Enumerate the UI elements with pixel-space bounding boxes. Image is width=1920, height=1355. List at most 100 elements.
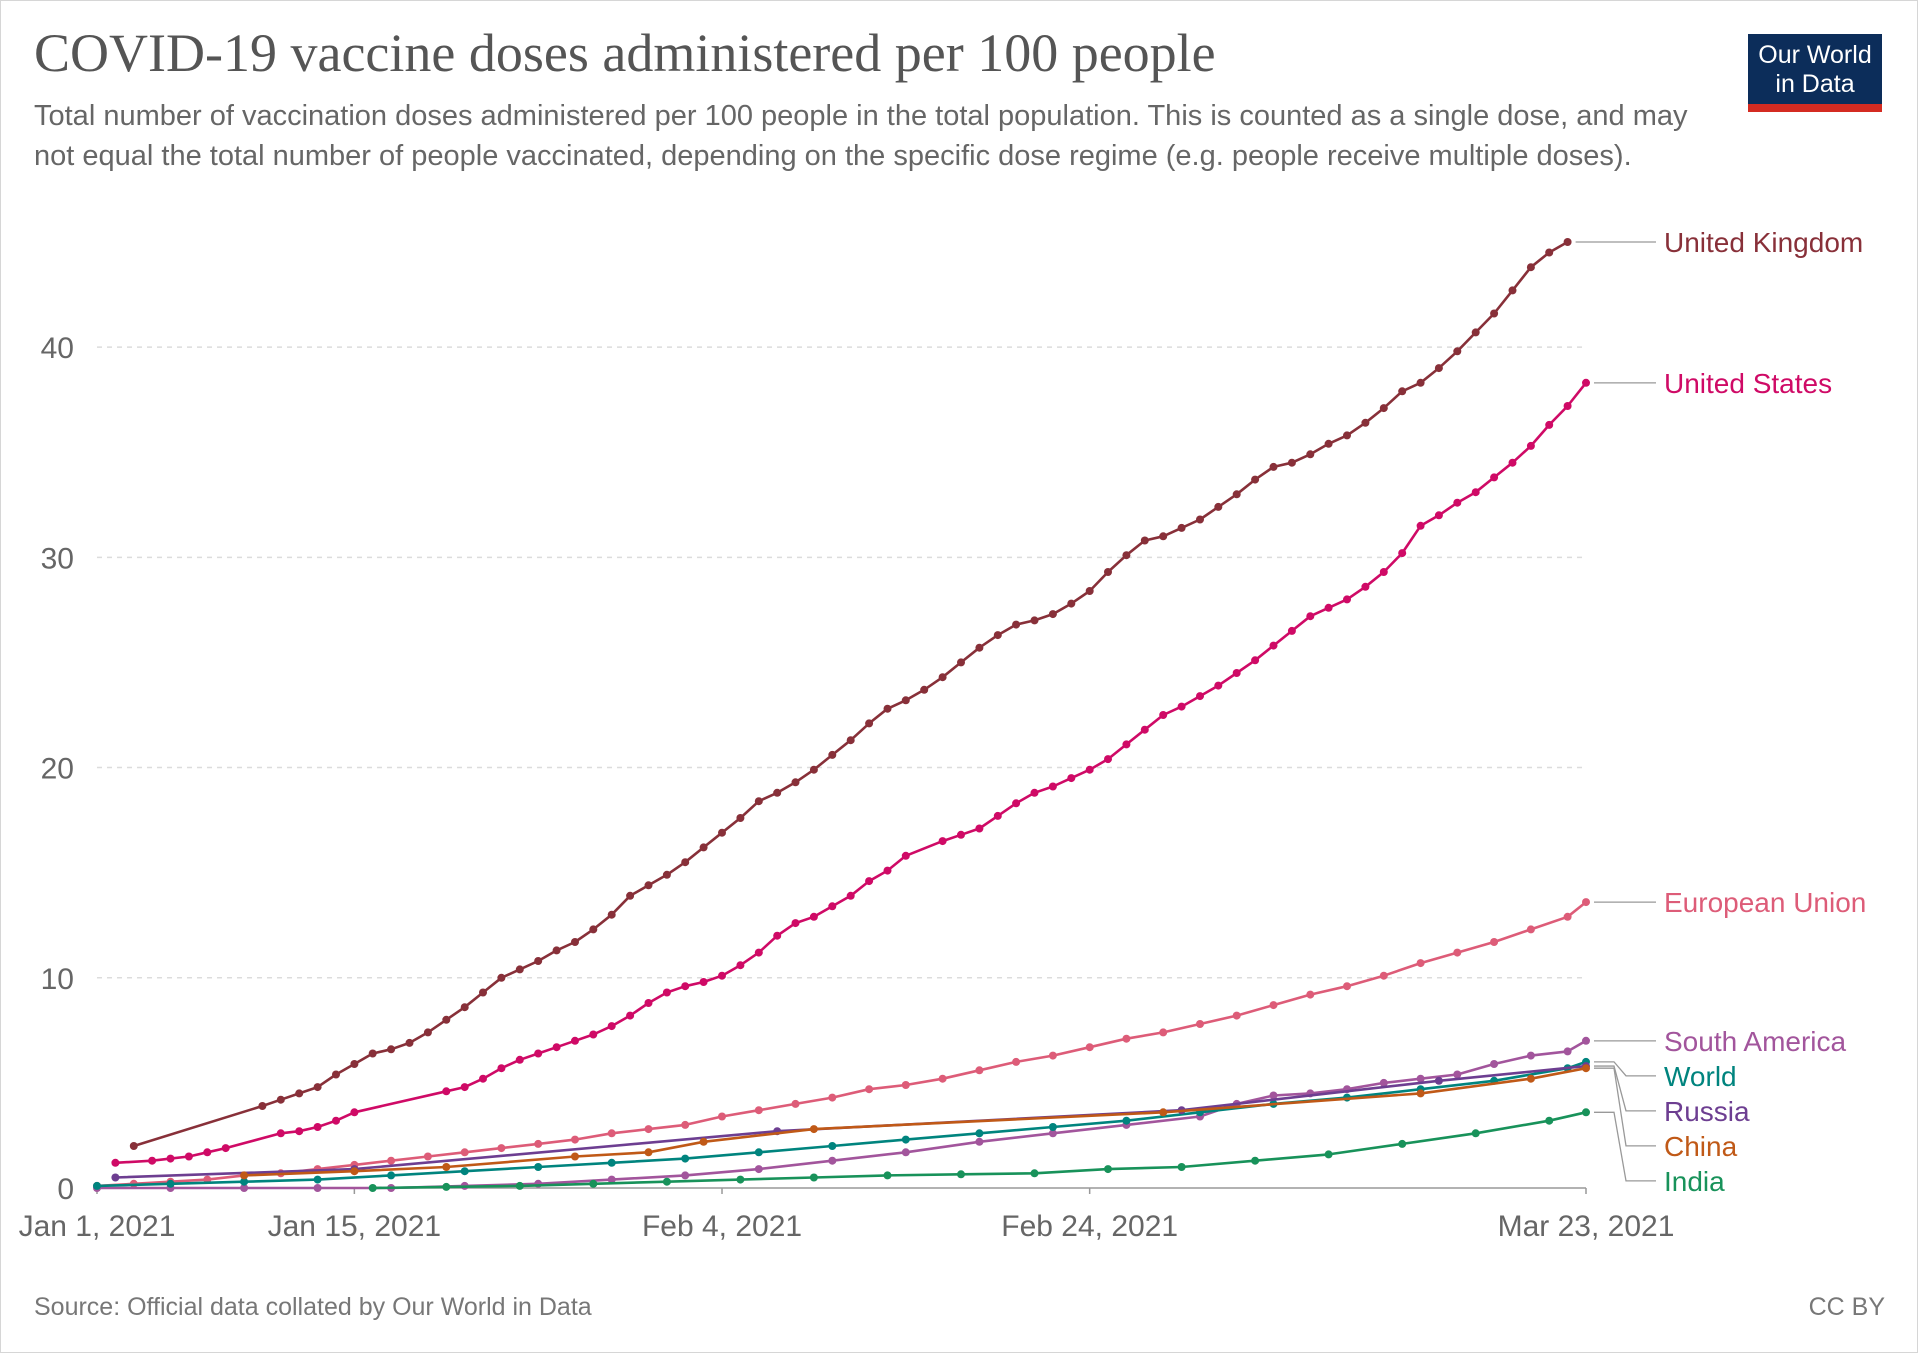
data-point	[240, 1177, 249, 1186]
data-point	[368, 1184, 377, 1192]
data-point	[754, 1148, 763, 1157]
data-point	[295, 1089, 304, 1098]
data-point	[681, 858, 690, 867]
series-label: United Kingdom	[1664, 227, 1863, 258]
data-point	[1490, 473, 1499, 482]
owid-logo[interactable]: Our World in Data	[1748, 34, 1882, 112]
data-point	[828, 902, 837, 911]
data-point	[1343, 595, 1351, 604]
data-point	[699, 1137, 708, 1146]
data-point	[442, 1087, 451, 1096]
data-point	[1048, 1123, 1057, 1131]
data-point	[1048, 1129, 1057, 1138]
data-point	[883, 866, 892, 875]
data-point	[938, 673, 947, 682]
data-point	[626, 1011, 635, 1020]
data-point	[1508, 458, 1517, 467]
data-point	[699, 843, 708, 852]
data-point	[607, 1022, 616, 1031]
data-point	[111, 1158, 120, 1167]
data-point	[1324, 603, 1333, 612]
data-point	[1177, 523, 1186, 532]
data-point	[1471, 488, 1480, 497]
data-point	[1012, 620, 1021, 629]
data-point	[1453, 1070, 1462, 1079]
data-point	[515, 965, 524, 974]
data-point	[718, 971, 726, 980]
data-point	[387, 1045, 396, 1054]
data-point	[1508, 286, 1517, 295]
data-point	[1490, 938, 1499, 946]
data-point	[1306, 990, 1315, 999]
data-point	[93, 1181, 101, 1190]
data-point	[497, 973, 506, 982]
data-point	[644, 1148, 653, 1157]
series-india	[368, 1108, 1590, 1192]
data-point	[1159, 1108, 1168, 1117]
data-point	[1269, 1001, 1278, 1010]
data-point	[1048, 1051, 1057, 1060]
data-point	[442, 1015, 451, 1024]
data-point	[1398, 549, 1407, 558]
data-point	[571, 1152, 579, 1161]
data-point	[718, 828, 726, 837]
data-point	[828, 1156, 837, 1165]
data-point	[1159, 532, 1168, 541]
series-line	[96, 901, 1587, 1188]
data-point	[515, 1055, 524, 1064]
data-point	[1177, 1163, 1186, 1171]
data-point	[1582, 1108, 1590, 1117]
data-point	[1563, 912, 1572, 921]
data-point	[1214, 502, 1223, 511]
license-link[interactable]: CC BY	[1808, 1293, 1885, 1321]
data-point	[350, 1060, 359, 1068]
data-point	[1012, 1057, 1021, 1066]
data-point	[754, 948, 763, 957]
data-point	[607, 1158, 616, 1167]
data-point	[754, 1106, 763, 1115]
series-label: World	[1664, 1061, 1737, 1092]
data-point	[920, 685, 929, 694]
data-point	[644, 1125, 653, 1134]
data-point	[571, 1135, 579, 1144]
data-point	[993, 811, 1002, 820]
data-point	[552, 1043, 561, 1052]
data-point	[736, 814, 745, 822]
data-point	[534, 1163, 543, 1171]
series-label: Russia	[1664, 1096, 1750, 1127]
series-united-kingdom	[129, 238, 1572, 1150]
chart-title: COVID-19 vaccine doses administered per …	[34, 23, 1216, 83]
data-point	[607, 910, 616, 919]
data-point	[1434, 364, 1443, 373]
data-point	[901, 1148, 910, 1157]
data-point	[901, 851, 910, 860]
data-point	[1545, 1116, 1554, 1125]
data-point	[1214, 681, 1223, 690]
data-point	[1379, 568, 1388, 576]
data-point	[1196, 515, 1204, 524]
data-point	[883, 1171, 892, 1180]
data-point	[883, 704, 892, 713]
data-point	[497, 1064, 506, 1073]
data-point	[681, 1120, 690, 1129]
data-point	[1085, 1043, 1094, 1052]
data-point	[240, 1171, 249, 1180]
logo-line-2: in Data	[1775, 70, 1855, 98]
data-point	[828, 1142, 837, 1150]
data-point	[1526, 441, 1535, 450]
data-point	[1545, 420, 1554, 429]
data-point	[1434, 511, 1443, 520]
data-point	[1490, 1060, 1499, 1068]
series-label: South America	[1664, 1026, 1847, 1057]
data-point	[1434, 1076, 1443, 1085]
source-note[interactable]: Source: Official data collated by Our Wo…	[34, 1293, 592, 1321]
data-point	[1453, 498, 1462, 507]
data-point	[1048, 610, 1057, 619]
data-point	[313, 1083, 322, 1092]
data-point	[534, 1139, 543, 1148]
y-tick-label: 20	[41, 753, 74, 786]
data-point	[1526, 1074, 1535, 1083]
data-point	[1104, 1165, 1112, 1174]
data-point	[1416, 521, 1425, 530]
data-point	[993, 631, 1002, 640]
